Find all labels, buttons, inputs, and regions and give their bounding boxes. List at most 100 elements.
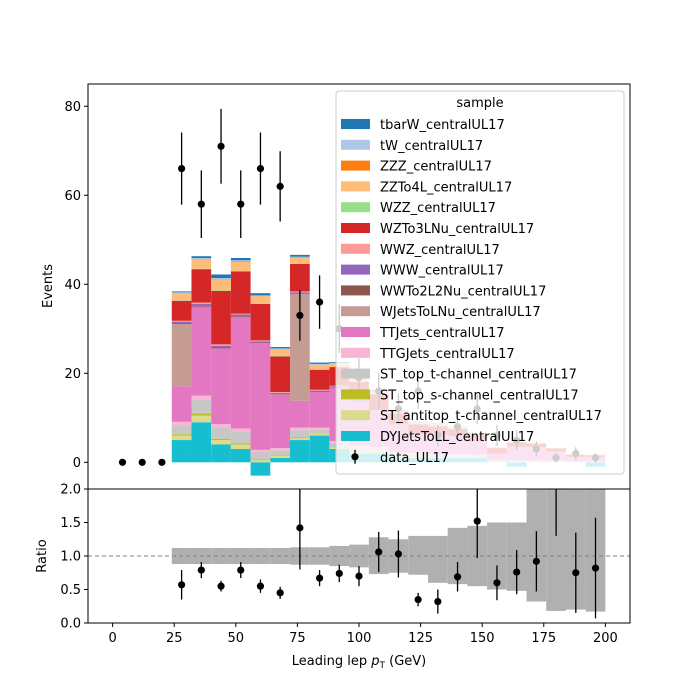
- data-point-5: [217, 142, 225, 150]
- legend-label-tbarw-centralul17: tbarW_centralUL17: [380, 118, 505, 133]
- ratio-point-0: [178, 581, 186, 589]
- ratio-band-bin-15: [408, 535, 428, 575]
- ratio-panel: 0.0 0.5 1.0 1.5 2.0 Ratio: [35, 483, 631, 632]
- bar-st-top-s-channel-centralul17-bin-9: [290, 436, 310, 438]
- bar-ttgjets-centralul17-bin-5: [211, 424, 231, 428]
- legend-label-wwz-centralul17: WWZ_centralUL17: [380, 243, 500, 258]
- legend-label-zzz-centralul17: ZZZ_centralUL17: [380, 160, 492, 175]
- bar-tbarw-centralul17-bin-10: [309, 362, 330, 364]
- legend-swatch-ttjets-centralul17: [341, 327, 370, 337]
- bar-ttjets-centralul17-bin-6: [230, 317, 251, 429]
- legend-label-zzto4l-centralul17: ZZTo4L_centralUL17: [380, 180, 512, 195]
- bar-dyjetstoll-centralul17-bin-3: [171, 440, 192, 463]
- ratio-band-bin-11: [329, 545, 350, 567]
- ratio-y-tick-label-1.0: 1.0: [60, 550, 81, 565]
- ratio-point-13: [434, 597, 442, 606]
- x-axis-label: Leading lep pT (GeV): [292, 654, 426, 671]
- bar-wzto3lnu-centralul17-bin-8: [270, 356, 291, 392]
- x-tick-label-150: 150: [470, 631, 495, 646]
- bar-tbarw-centralul17-bin-7: [250, 293, 271, 296]
- bar-tw-centralul17-bin-7: [250, 295, 271, 297]
- bar-dyjetstoll-centralul17-bin-9: [290, 440, 310, 463]
- bar-dyjetstoll-centralul17-bin-8: [270, 457, 291, 463]
- data-point-10: [315, 298, 324, 306]
- bar-tw-centralul17-bin-5: [211, 278, 231, 280]
- ratio-band-bin-22: [546, 489, 566, 611]
- bar-tw-centralul17-bin-8: [270, 348, 291, 350]
- x-tick-label-50: 50: [228, 631, 245, 646]
- legend-label-ttgjets-centralul17: TTGJets_centralUL17: [379, 347, 515, 362]
- bar-wwto2l2nu-centralul17-bin-4: [191, 305, 212, 307]
- x-tick-label-200: 200: [593, 631, 618, 646]
- bar-ttgjets-centralul17-bin-10: [309, 427, 330, 430]
- bar-dyjetstoll-centralul17-bin-10: [309, 435, 330, 463]
- bar-dyjetstoll-centralul17-bin-7: [250, 462, 271, 476]
- x-tick-label-0: 0: [108, 631, 116, 646]
- bar-ttgjets-centralul17-bin-3: [171, 421, 192, 426]
- legend-swatch-zzz-centralul17: [341, 160, 370, 171]
- x-tick-label-125: 125: [408, 631, 433, 646]
- main-y-tick-label-40: 40: [64, 278, 81, 293]
- main-y-tick-label-20: 20: [64, 367, 81, 382]
- data-point-0: [118, 458, 127, 466]
- bar-wwto2l2nu-centralul17-bin-6: [230, 316, 251, 318]
- bar-st-top-t-channel-centralul17-bin-6: [230, 432, 251, 444]
- bar-st-top-s-channel-centralul17-bin-6: [230, 443, 251, 445]
- bar-st-top-t-channel-centralul17-bin-10: [309, 429, 330, 434]
- bar-wzto3lnu-centralul17-bin-9: [290, 263, 310, 292]
- bar-www-centralul17-bin-10: [309, 390, 330, 392]
- bar-tbarw-centralul17-bin-5: [211, 274, 231, 279]
- bar-zzto4l-centralul17-bin-8: [270, 349, 291, 356]
- x-tick-label-175: 175: [531, 631, 556, 646]
- bar-wwz-centralul17-bin-10: [309, 389, 330, 391]
- data-point-8: [276, 182, 284, 190]
- bar-tbarw-centralul17-bin-9: [290, 254, 310, 257]
- bar-st-top-s-channel-centralul17-bin-5: [211, 438, 231, 441]
- legend-swatch-dyjetstoll-centralul17: [341, 431, 370, 441]
- ratio-data-points: [178, 489, 600, 619]
- bar-ttgjets-centralul17-bin-6: [230, 428, 251, 433]
- x-axis-ticks: 0 25 50 75 100 125 150 175 200: [108, 623, 618, 646]
- bar-st-top-t-channel-centralul17-bin-4: [191, 399, 212, 414]
- bar-wwto2l2nu-centralul17-bin-3: [171, 322, 192, 324]
- bar-www-centralul17-bin-7: [250, 341, 271, 343]
- legend: sample tbarW_centralUL17 tW_centralUL17 ZZ…: [335, 90, 625, 475]
- ratio-point-10: [375, 548, 383, 556]
- bar-wjetstolnu-centralul17-bin-9: [290, 294, 310, 401]
- bar-wwz-centralul17-bin-4: [191, 302, 212, 304]
- bar-wzto3lnu-centralul17-bin-4: [191, 269, 212, 303]
- legend-swatch-st-top-t-channel-centralul17: [341, 368, 370, 379]
- data-point-9: [296, 311, 304, 320]
- legend-label-wjetstolnu-centralul17: WJetsToLNu_centralUL17: [380, 305, 541, 320]
- bar-zzto4l-centralul17-bin-4: [191, 259, 212, 269]
- data-point-7: [256, 164, 265, 173]
- ratio-point-21: [591, 564, 600, 572]
- main-y-tick-label-80: 80: [64, 100, 81, 115]
- bar-ttjets-centralul17-bin-5: [211, 348, 231, 425]
- bar-tw-centralul17-bin-3: [171, 292, 192, 294]
- bar-tw-centralul17-bin-9: [290, 256, 310, 258]
- bar-ttjets-centralul17-bin-9: [290, 400, 310, 428]
- ratio-point-7: [315, 574, 324, 582]
- ratio-y-tick-label-0.5: 0.5: [60, 583, 81, 598]
- bar-wwto2l2nu-centralul17-bin-5: [211, 347, 231, 349]
- bar-st-top-t-channel-centralul17-bin-8: [270, 450, 291, 455]
- bar-ttjets-centralul17-bin-4: [191, 306, 212, 396]
- legend-label-ttjets-centralul17: TTJets_centralUL17: [379, 326, 505, 341]
- bar-st-top-t-channel-centralul17-bin-3: [171, 425, 192, 435]
- legend-swatch-ttgjets-centralul17: [341, 347, 370, 358]
- bar-tbarw-centralul17-bin-3: [171, 291, 192, 293]
- ratio-point-2: [217, 582, 225, 590]
- bar-ttjets-centralul17-bin-3: [171, 386, 192, 422]
- main-y-axis-label: Events: [41, 264, 56, 308]
- legend-label-wzz-centralul17: WZZ_centralUL17: [380, 201, 496, 216]
- bar-ttjets-centralul17-bin-8: [270, 394, 291, 449]
- ratio-point-16: [493, 579, 501, 587]
- legend-label-st-top-t-channel-centralul17: ST_top_t-channel_centralUL17: [380, 368, 577, 383]
- legend-swatch-wzto3lnu-centralul17: [341, 223, 370, 233]
- ratio-band-bin-7: [250, 547, 271, 565]
- legend-label-st-top-s-channel-centralul17: ST_top_s-channel_centralUL17: [380, 388, 579, 403]
- data-point-2: [158, 458, 166, 466]
- ratio-point-9: [355, 572, 363, 580]
- ratio-point-8: [335, 569, 343, 578]
